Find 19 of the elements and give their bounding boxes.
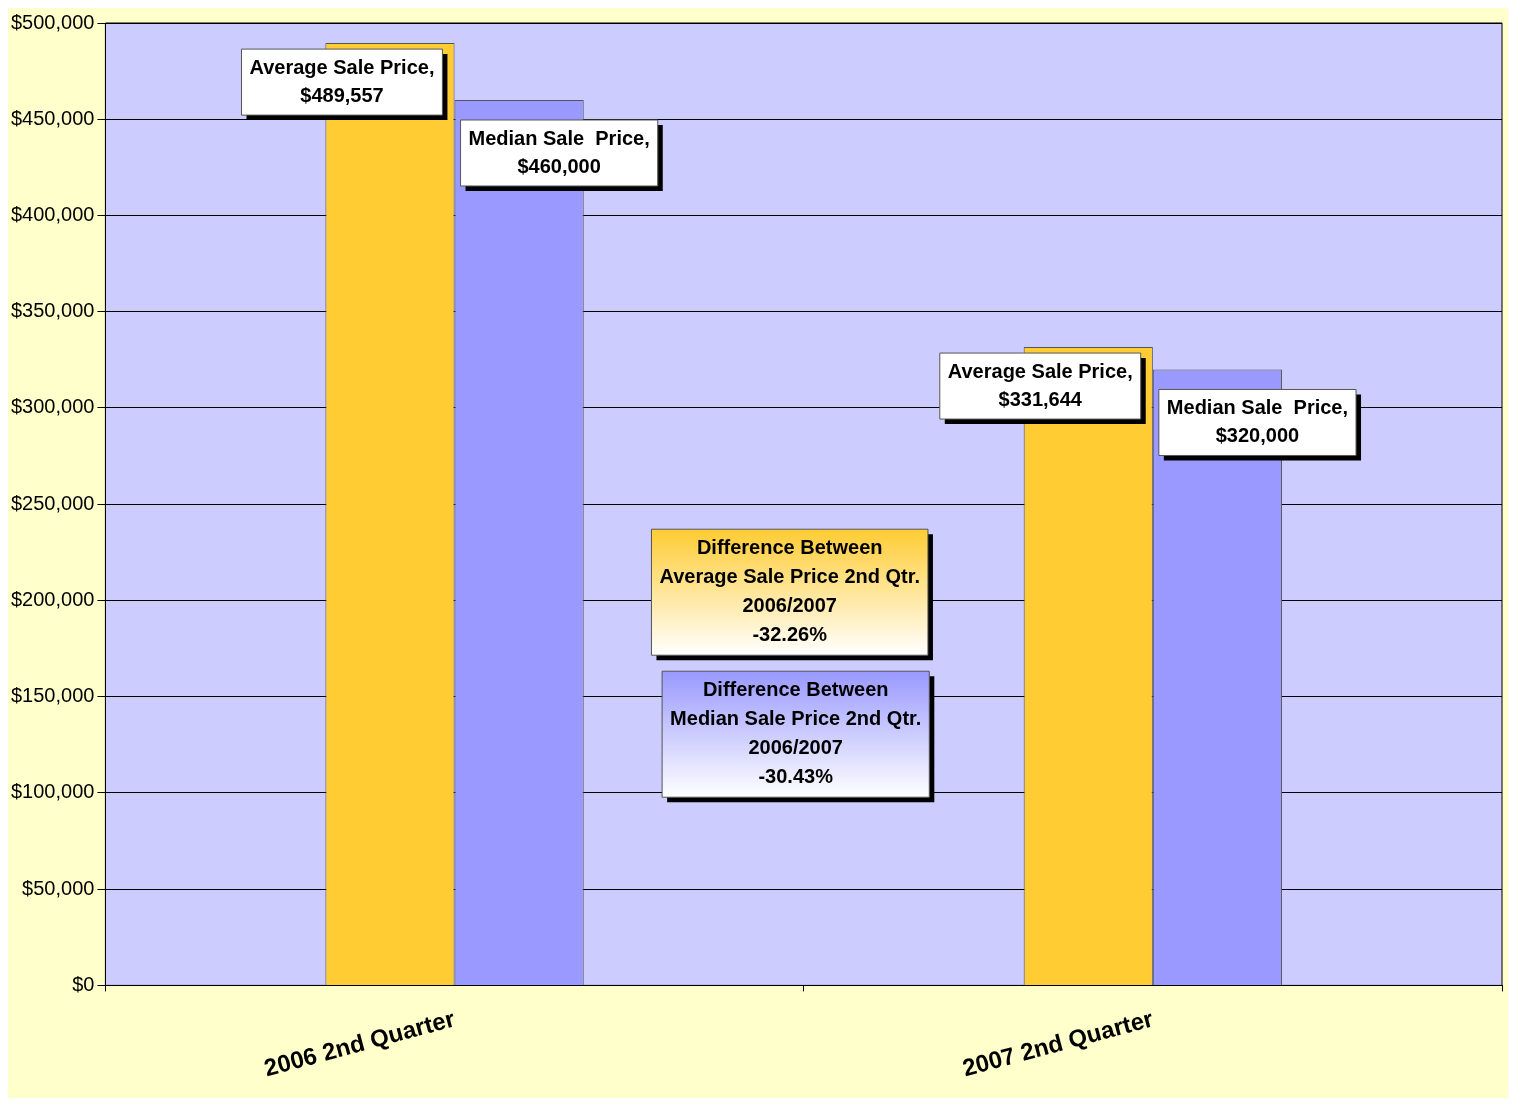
y-tick-label: $150,000 — [11, 684, 95, 707]
annotation: Difference Between Average Sale Price 2nd Qtr. 2006/2007 -32.26% — [659, 536, 920, 646]
y-tick-label: $250,000 — [11, 491, 95, 514]
y-tick-label: $0 — [72, 972, 95, 995]
y-tick-label: $500,000 — [11, 10, 95, 33]
y-tick-label: $300,000 — [11, 395, 95, 418]
y-tick-label: $350,000 — [11, 299, 95, 322]
data-label: Average Sale Price, $489,557 — [249, 55, 435, 106]
y-tick-label: $450,000 — [11, 106, 95, 129]
y-tick-label: $400,000 — [11, 203, 95, 225]
y-tick-label: $200,000 — [11, 587, 95, 610]
y-tick-label: $50,000 — [22, 876, 95, 899]
data-label: Average Sale Price, $331,644 — [947, 359, 1133, 410]
data-label: Median Sale Price, $320,000 — [1166, 395, 1349, 446]
x-tick-label: 2006 2nd Quarter — [261, 1004, 458, 1082]
y-tick-label: $100,000 — [11, 780, 95, 803]
data-label: Median Sale Price, $460,000 — [468, 126, 650, 177]
annotation: Difference Between Median Sale Price 2nd Qtr. 2006/2007 -30.43% — [670, 678, 922, 788]
x-tick-label: 2007 2nd Quarter — [959, 1004, 1156, 1082]
